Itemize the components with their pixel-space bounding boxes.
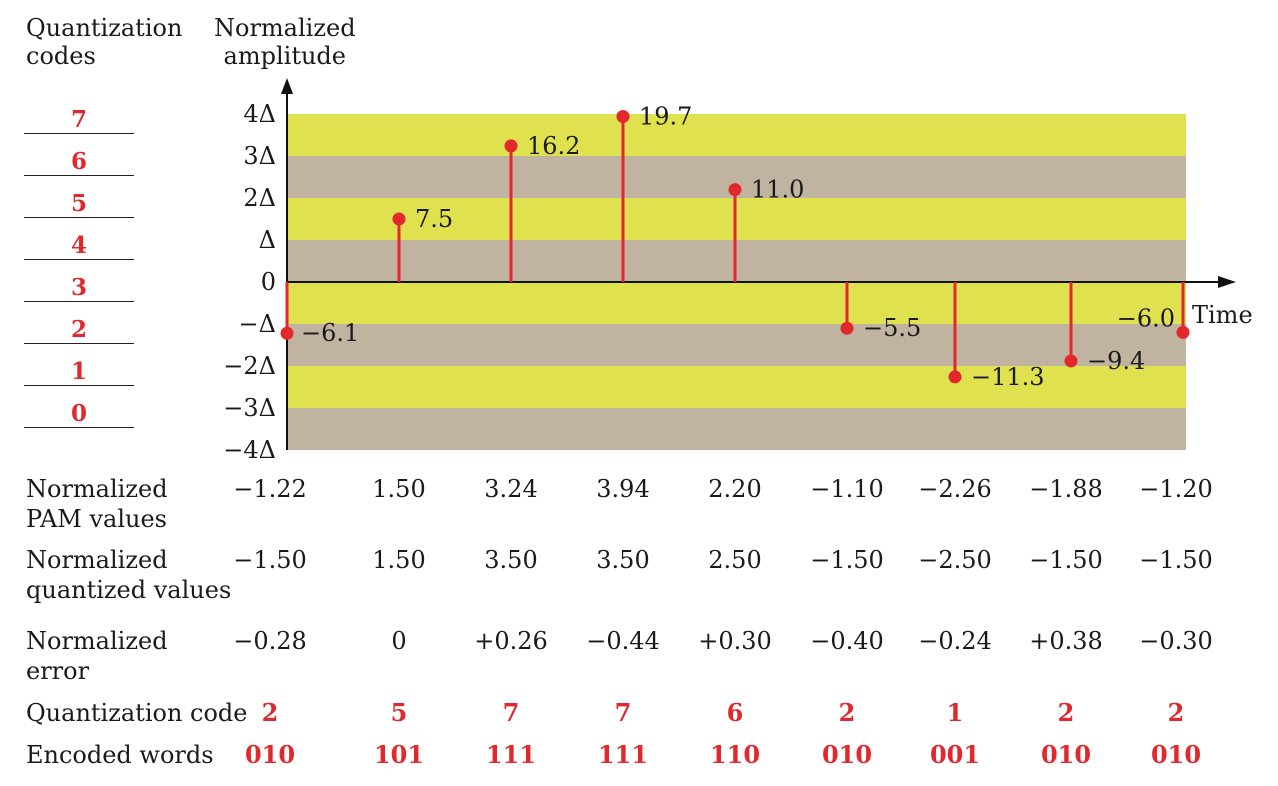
table-cell: −1.50 bbox=[810, 546, 884, 574]
quantization-code-label: 4 bbox=[24, 233, 134, 260]
table-cell: 7 bbox=[502, 698, 520, 727]
table-cell: 2.20 bbox=[708, 475, 762, 503]
quantization-code-label: 1 bbox=[24, 359, 134, 386]
band bbox=[287, 114, 1186, 156]
table-cell: 1.50 bbox=[372, 475, 426, 503]
table-cell: −1.50 bbox=[1139, 546, 1213, 574]
y-axis-arrow bbox=[281, 78, 293, 94]
quantization-code-label: 0 bbox=[24, 401, 134, 428]
quantization-code-label: 3 bbox=[24, 275, 134, 302]
sample-dot bbox=[280, 326, 294, 340]
table-cell: 2 bbox=[1167, 698, 1185, 727]
table-cell: 111 bbox=[485, 740, 537, 769]
y-tick-label: −2Δ bbox=[223, 352, 276, 380]
table-cell: −0.28 bbox=[233, 627, 307, 655]
y-tick-label: Δ bbox=[259, 226, 276, 254]
quantization-chart: Time 4Δ 3Δ 2Δ Δ 0 −Δ −2Δ −3Δ −4Δ −6.1 7.5 16.2 19.7 11… bbox=[223, 78, 1253, 464]
sample-dot bbox=[840, 321, 854, 335]
quantization-code-label: 7 bbox=[24, 107, 134, 134]
table-cell: 2 bbox=[261, 698, 279, 727]
table-cell: −0.44 bbox=[586, 627, 660, 655]
y-tick-label: 4Δ bbox=[243, 100, 276, 128]
sample-dot bbox=[1176, 325, 1190, 339]
table-cell: 0 bbox=[391, 627, 407, 655]
table-cell: 5 bbox=[390, 698, 408, 727]
table-cell: 6 bbox=[726, 698, 744, 727]
sample-dot bbox=[1064, 354, 1078, 368]
table-row-label: Encoded words bbox=[26, 741, 214, 769]
table-row-label: Normalized error bbox=[26, 627, 168, 685]
table-cell: 010 bbox=[1150, 740, 1202, 769]
table-cell: +0.26 bbox=[474, 627, 548, 655]
sample-value-label: −11.3 bbox=[971, 363, 1045, 391]
table-cell: −1.50 bbox=[1029, 546, 1103, 574]
y-tick-label: 0 bbox=[261, 268, 276, 296]
table-cell: 7 bbox=[614, 698, 632, 727]
table-cell: 010 bbox=[244, 740, 296, 769]
y-tick-label: −Δ bbox=[239, 310, 276, 338]
table-cell: −1.50 bbox=[233, 546, 307, 574]
table-cell: −1.88 bbox=[1029, 475, 1103, 503]
header-normalized-amplitude: Normalized amplitude bbox=[214, 14, 356, 70]
table-cell: −1.22 bbox=[233, 475, 307, 503]
table-cell: 010 bbox=[821, 740, 873, 769]
table-row-label: Normalized quantized values bbox=[26, 546, 232, 604]
y-tick-label: 2Δ bbox=[243, 184, 276, 212]
table-cell: 2.50 bbox=[708, 546, 762, 574]
table-cell: 010 bbox=[1040, 740, 1092, 769]
quantization-code-label: 6 bbox=[24, 149, 134, 176]
table-cell: −0.30 bbox=[1139, 627, 1213, 655]
band bbox=[287, 282, 1186, 324]
quantization-code-label: 2 bbox=[24, 317, 134, 344]
table-cell: 110 bbox=[709, 740, 761, 769]
table-cell: −2.50 bbox=[918, 546, 992, 574]
sample-value-label: 11.0 bbox=[751, 176, 804, 204]
table-cell: 2 bbox=[838, 698, 856, 727]
x-axis-arrow bbox=[1218, 276, 1236, 288]
table-cell: 3.50 bbox=[484, 546, 538, 574]
table-cell: 001 bbox=[929, 740, 981, 769]
sample-value-label: −5.5 bbox=[863, 314, 921, 342]
sample-dot bbox=[728, 183, 742, 197]
y-tick-label: −3Δ bbox=[223, 394, 276, 422]
table-cell: −1.20 bbox=[1139, 475, 1213, 503]
table-cell: −2.26 bbox=[918, 475, 992, 503]
table-cell: 111 bbox=[597, 740, 649, 769]
sample-value-label: −6.1 bbox=[301, 319, 359, 347]
sample-value-label: 7.5 bbox=[415, 205, 453, 233]
table-cell: +0.38 bbox=[1029, 627, 1103, 655]
quantization-code-label: 5 bbox=[24, 191, 134, 218]
y-tick-label: 3Δ bbox=[243, 142, 276, 170]
y-tick-label: −4Δ bbox=[223, 436, 276, 464]
x-axis-label: Time bbox=[1192, 301, 1253, 329]
table-cell: −0.24 bbox=[918, 627, 992, 655]
table-cell: 3.50 bbox=[596, 546, 650, 574]
band bbox=[287, 366, 1186, 408]
sample-value-label: 16.2 bbox=[527, 132, 580, 160]
table-cell: 1 bbox=[946, 698, 964, 727]
sample-dot bbox=[948, 370, 962, 384]
table-cell: 2 bbox=[1057, 698, 1075, 727]
band bbox=[287, 324, 1186, 366]
table-cell: 101 bbox=[373, 740, 425, 769]
sample-dot bbox=[392, 212, 406, 226]
sample-value-label: 19.7 bbox=[639, 103, 692, 131]
table-row-label: Quantization code bbox=[26, 699, 248, 727]
header-quantization-codes: Quantization codes bbox=[26, 14, 183, 70]
table-cell: 3.24 bbox=[484, 475, 538, 503]
band bbox=[287, 408, 1186, 450]
table-row-label: Normalized PAM values bbox=[26, 475, 168, 533]
table-cell: +0.30 bbox=[698, 627, 772, 655]
sample-dot bbox=[616, 110, 630, 124]
table-cell: −0.40 bbox=[810, 627, 884, 655]
sample-value-label: −6.0 bbox=[1117, 304, 1175, 332]
sample-value-label: −9.4 bbox=[1087, 347, 1145, 375]
sample-dot bbox=[504, 139, 518, 153]
table-cell: 1.50 bbox=[372, 546, 426, 574]
table-cell: 3.94 bbox=[596, 475, 650, 503]
table-cell: −1.10 bbox=[810, 475, 884, 503]
